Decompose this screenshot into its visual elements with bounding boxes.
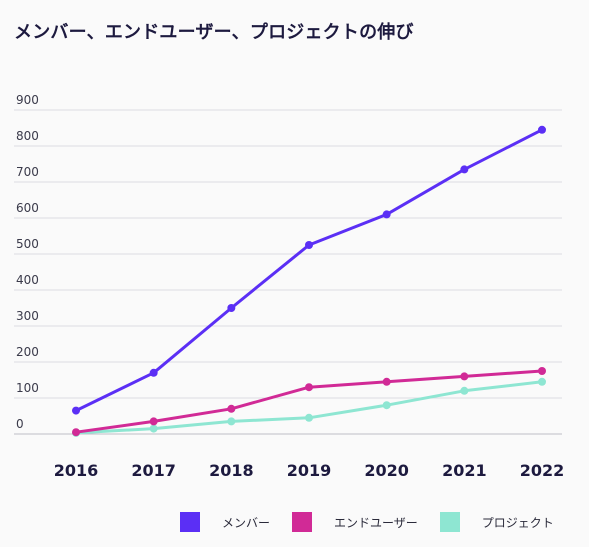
data-point-end-users — [149, 417, 158, 426]
y-tick-label: 500 — [16, 237, 39, 251]
y-tick-label: 400 — [16, 273, 39, 287]
x-tick-label: 2017 — [131, 461, 176, 480]
y-tick-label: 900 — [16, 93, 39, 107]
data-point-members — [538, 125, 546, 134]
legend: メンバー エンドユーザー プロジェクト — [180, 512, 576, 532]
y-axis-ticks: 0 100 200 300 400 500 600 700 800 900 — [16, 93, 39, 431]
data-point-end-users — [72, 428, 80, 437]
data-point-end-users — [538, 367, 546, 375]
x-tick-label: 2020 — [364, 461, 409, 480]
data-point-members — [460, 165, 469, 174]
data-point-members — [72, 406, 80, 415]
data-point-projects — [460, 386, 469, 395]
data-point-members — [305, 241, 313, 249]
data-point-end-users — [460, 372, 469, 381]
chart-title: メンバー、エンドユーザー、プロジェクトの伸び — [14, 22, 414, 43]
series-lines — [72, 125, 546, 437]
x-axis-ticks: 2016 2017 2018 2019 2020 2021 2022 — [54, 461, 565, 480]
legend-label-projects: プロジェクト — [481, 515, 554, 530]
data-point-projects — [149, 424, 158, 433]
data-point-end-users — [382, 377, 391, 386]
y-tick-label: 600 — [16, 201, 39, 215]
legend-swatch-projects — [439, 512, 460, 532]
legend-item-projects: プロジェクト — [439, 512, 554, 532]
y-tick-label: 300 — [16, 309, 39, 323]
legend-swatch-members — [180, 512, 200, 532]
y-tick-label: 100 — [16, 381, 39, 395]
data-point-end-users — [305, 383, 313, 392]
legend-swatch-end-users — [292, 512, 313, 532]
gridlines — [14, 109, 562, 435]
data-point-projects — [538, 377, 546, 386]
series-line-members — [74, 128, 544, 413]
y-tick-label: 700 — [16, 165, 39, 179]
data-point-projects — [382, 401, 391, 410]
legend-item-members: メンバー — [180, 512, 270, 532]
y-tick-label: 0 — [16, 417, 24, 431]
x-tick-label: 2016 — [54, 461, 99, 480]
data-point-members — [149, 368, 158, 377]
x-tick-label: 2022 — [520, 461, 565, 480]
legend-label-end-users: エンドユーザー — [334, 515, 418, 530]
x-tick-label: 2018 — [209, 461, 254, 480]
data-point-projects — [227, 417, 236, 426]
legend-item-end-users: エンドユーザー — [292, 512, 418, 532]
x-tick-label: 2019 — [287, 461, 332, 480]
data-point-projects — [305, 413, 313, 422]
y-tick-label: 200 — [16, 345, 39, 359]
legend-label-members: メンバー — [222, 515, 271, 530]
data-point-end-users — [227, 404, 236, 413]
y-tick-label: 800 — [16, 129, 39, 143]
data-point-members — [382, 210, 391, 219]
series-line-end-users — [74, 369, 544, 434]
data-point-members — [227, 304, 236, 312]
x-tick-label: 2021 — [442, 461, 487, 480]
